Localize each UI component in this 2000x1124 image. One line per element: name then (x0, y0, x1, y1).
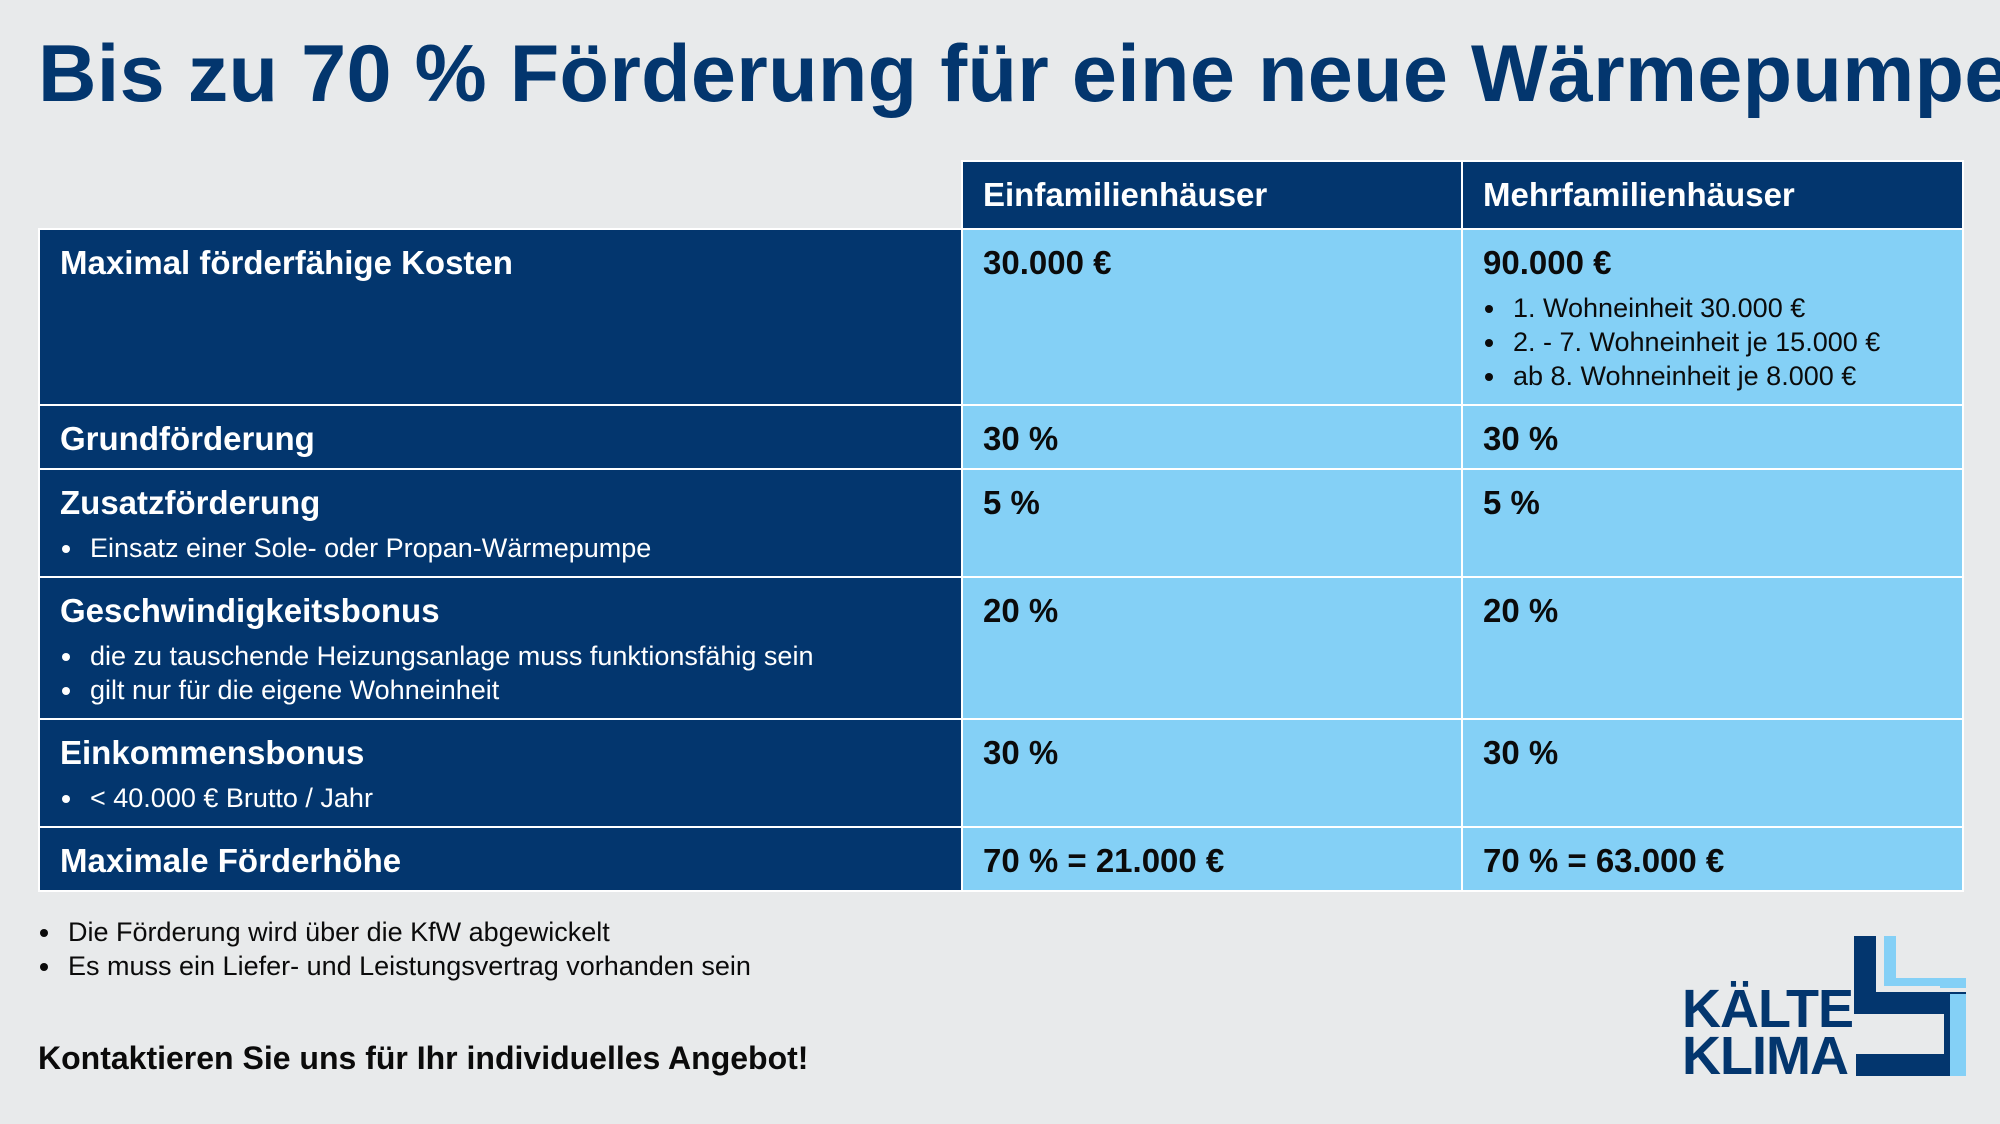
row-label-cell: Maximal förderfähige Kosten (38, 228, 963, 406)
row-label-bullets: Einsatz einer Sole- oder Propan-Wärmepum… (60, 531, 941, 565)
header-empty-cell (39, 161, 962, 230)
table-header-row: Einfamilienhäuser Mehrfamilienhäuser (39, 160, 1964, 230)
list-item: 1. Wohneinheit 30.000 € (1483, 291, 1942, 325)
table-row: Maximal förderfähige Kosten 30.000 € 90.… (38, 228, 1964, 406)
row-label-cell: Geschwindigkeitsbonus die zu tauschende … (38, 576, 963, 720)
footnote-item: Die Förderung wird über die KfW abgewick… (38, 915, 751, 949)
list-item: 2. - 7. Wohneinheit je 15.000 € (1483, 325, 1942, 359)
efh-value: 70 % = 21.000 € (983, 842, 1225, 879)
row-label: Einkommensbonus (60, 734, 365, 771)
funding-table: Einfamilienhäuser Mehrfamilienhäuser Max… (38, 160, 1964, 892)
column-header-mfh: Mehrfamilienhäuser (1461, 160, 1964, 230)
table-row: Geschwindigkeitsbonus die zu tauschende … (38, 576, 1964, 720)
list-item: ab 8. Wohneinheit je 8.000 € (1483, 359, 1942, 393)
list-item: die zu tauschende Heizungsanlage muss fu… (60, 639, 941, 673)
company-logo: KÄLTE KLIMA (1682, 936, 1966, 1083)
efh-value: 5 % (983, 484, 1040, 521)
mfh-value-cell: 70 % = 63.000 € (1461, 826, 1964, 892)
footnote-item: Es muss ein Liefer- und Leistungsvertrag… (38, 949, 751, 983)
row-label: Maximal förderfähige Kosten (60, 244, 513, 281)
mfh-value: 70 % = 63.000 € (1483, 842, 1725, 879)
efh-value: 30 % (983, 734, 1059, 771)
column-header-efh: Einfamilienhäuser (961, 160, 1463, 230)
table-row: Zusatzförderung Einsatz einer Sole- oder… (38, 468, 1964, 578)
list-item: < 40.000 € Brutto / Jahr (60, 781, 941, 815)
mfh-value-cell: 5 % (1461, 468, 1964, 578)
mfh-value-cell: 90.000 € 1. Wohneinheit 30.000 € 2. - 7.… (1461, 228, 1964, 406)
row-label-cell: Einkommensbonus < 40.000 € Brutto / Jahr (38, 718, 963, 828)
page-title: Bis zu 70 % Förderung für eine neue Wärm… (38, 29, 2000, 119)
efh-value-cell: 70 % = 21.000 € (961, 826, 1463, 892)
row-label-bullets: die zu tauschende Heizungsanlage muss fu… (60, 639, 941, 707)
efh-value: 30.000 € (983, 244, 1112, 281)
mfh-breakdown-list: 1. Wohneinheit 30.000 € 2. - 7. Wohneinh… (1483, 291, 1942, 393)
efh-value-cell: 30.000 € (961, 228, 1463, 406)
mfh-value: 90.000 € (1483, 244, 1612, 281)
logo-text-line2: KLIMA (1682, 1026, 1849, 1086)
call-to-action: Kontaktieren Sie uns für Ihr individuell… (38, 1040, 809, 1076)
list-item: Einsatz einer Sole- oder Propan-Wärmepum… (60, 531, 941, 565)
table-row: Einkommensbonus < 40.000 € Brutto / Jahr… (38, 718, 1964, 828)
mfh-value: 5 % (1483, 484, 1540, 521)
row-label-bullets: < 40.000 € Brutto / Jahr (60, 781, 941, 815)
row-label-cell: Maximale Förderhöhe (38, 826, 963, 892)
mfh-value-cell: 20 % (1461, 576, 1964, 720)
footnotes-list: Die Förderung wird über die KfW abgewick… (38, 915, 751, 983)
table-row: Grundförderung 30 % 30 % (38, 404, 1964, 470)
efh-value-cell: 30 % (961, 718, 1463, 828)
row-label: Zusatzförderung (60, 484, 321, 521)
row-label: Geschwindigkeitsbonus (60, 592, 440, 629)
mfh-value: 30 % (1483, 420, 1559, 457)
mfh-value-cell: 30 % (1461, 404, 1964, 470)
mfh-value-cell: 30 % (1461, 718, 1964, 828)
kaelte-klima-logo-mark-icon (1854, 936, 1966, 1076)
efh-value-cell: 20 % (961, 576, 1463, 720)
efh-value-cell: 5 % (961, 468, 1463, 578)
row-label-cell: Grundförderung (38, 404, 963, 470)
row-label: Grundförderung (60, 420, 315, 457)
list-item: gilt nur für die eigene Wohneinheit (60, 673, 941, 707)
row-label-cell: Zusatzförderung Einsatz einer Sole- oder… (38, 468, 963, 578)
efh-value: 20 % (983, 592, 1059, 629)
table-row: Maximale Förderhöhe 70 % = 21.000 € 70 %… (38, 826, 1964, 892)
logo-text-line1: KÄLTE (1682, 979, 1854, 1039)
efh-value: 30 % (983, 420, 1059, 457)
mfh-value: 30 % (1483, 734, 1559, 771)
mfh-value: 20 % (1483, 592, 1559, 629)
row-label: Maximale Förderhöhe (60, 842, 402, 879)
efh-value-cell: 30 % (961, 404, 1463, 470)
